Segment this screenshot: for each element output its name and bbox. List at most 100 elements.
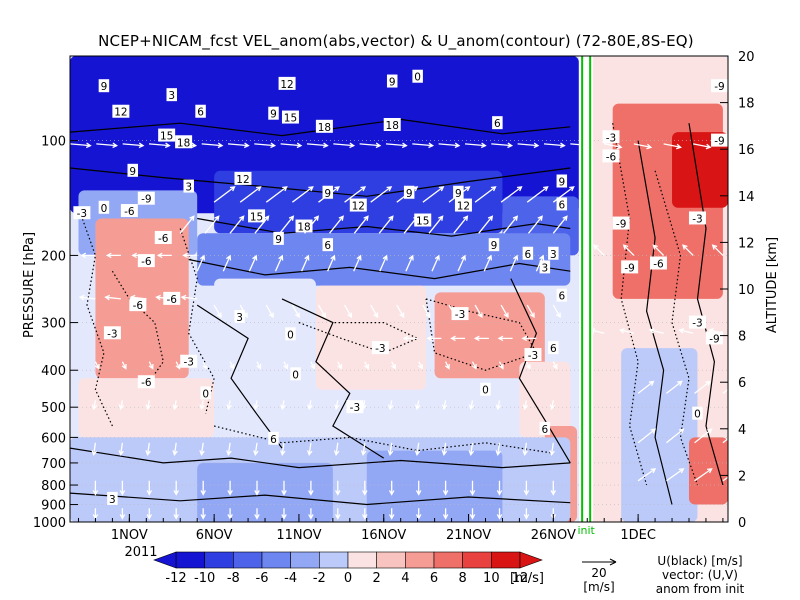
vector-arrow-12-5 (227, 508, 233, 520)
y2-tick-label-0: 0 (738, 516, 746, 531)
vector-reference: 20 [m/s] (582, 558, 617, 594)
vector-arrow-16-2 (694, 380, 711, 394)
vector-arrow-10-1 (118, 442, 124, 457)
contour-label-box-6 (281, 110, 299, 124)
vector-arrow-14-3 (682, 244, 694, 256)
colorbar-tick-2: -8 (227, 571, 240, 586)
vector-arrow-12-2 (146, 508, 153, 520)
vector-arrow-9-8 (307, 400, 313, 411)
vector-arrow-16-3 (722, 388, 728, 394)
colorbar-tick-12: 12 (512, 571, 529, 586)
vector-arrow-10-8 (306, 442, 313, 457)
contour-label-46: -3 (375, 343, 385, 355)
contour-label-36: -6 (158, 233, 169, 245)
contour-label-box-33 (73, 206, 91, 220)
contour-label-box-39 (129, 298, 147, 312)
anomaly-region-8 (315, 285, 427, 390)
vector-arrow-0-9 (306, 142, 329, 149)
vector-arrow-17-0 (637, 428, 657, 444)
vector-arrow-2-15 (552, 215, 568, 234)
vector-arrow-11-6 (254, 480, 260, 496)
vector-arrow-12-7 (281, 508, 287, 520)
vector-arrow-3-5 (327, 254, 336, 272)
vector-arrow-10-5 (226, 442, 232, 457)
vector-arrow-2-6 (328, 215, 344, 234)
y-axis-label: PRESSURE [hPa] (22, 232, 37, 338)
contour-label-box-16 (234, 171, 252, 185)
y-axis-altitude: 0 2 4 6 8 10 12 14 16 18 20 (720, 50, 755, 531)
contour-label-42: -3 (183, 357, 193, 369)
vector-arrow-2-10 (428, 215, 444, 234)
vector-arrow-13-2 (663, 143, 682, 150)
contour-label-33: -3 (77, 208, 87, 220)
vector-arrow-4-0 (80, 252, 96, 259)
vector-arrow-1-1 (239, 186, 262, 203)
colorbar-low-arrow (153, 551, 177, 569)
vector-arrow-10-11 (387, 442, 394, 457)
contour-line-15 (612, 123, 648, 486)
contour-label-box-63 (688, 211, 706, 225)
contour-label-box-14 (127, 163, 138, 177)
contour-label-box-37 (137, 254, 155, 268)
vector-arrow-14-1 (622, 244, 635, 256)
vector-arrow-10-4 (199, 442, 205, 457)
y2-tick-label-18: 18 (738, 97, 755, 112)
contour-label-45: 0 (287, 329, 294, 341)
contour-label-box-45 (285, 327, 296, 341)
contour-label-box-32 (137, 191, 155, 205)
contour-label-box-43 (200, 386, 211, 400)
vector-arrow-2-4 (279, 215, 295, 234)
contour-label-31: 3 (550, 249, 557, 261)
vector-arrow-12-16 (523, 508, 530, 520)
vector-arrow-7-4 (497, 335, 513, 342)
contour-label-box-31 (548, 246, 559, 260)
init-label: init (577, 524, 595, 537)
colorbar-tick-10: 8 (459, 571, 467, 586)
contour-label-9: 18 (386, 120, 399, 132)
vector-arrow-15-3 (678, 328, 694, 334)
colorbar-tick-0: -12 (165, 571, 186, 586)
contour-label-box-20 (454, 198, 472, 212)
vector-arrow-6-8 (422, 304, 431, 319)
contour-line-9 (77, 207, 113, 427)
contour-label-37: -6 (141, 256, 152, 268)
vector-arrow-0-11 (359, 142, 382, 149)
x-tick-label-3: 16NOV (361, 528, 406, 543)
vector-arrow-16-0 (637, 380, 655, 394)
vector-arrow-8-8 (310, 361, 316, 370)
contour-label-59: -6 (606, 151, 617, 163)
contour-label-38: -6 (167, 294, 178, 306)
vector-arrow-0-2 (122, 142, 145, 149)
vector-arrow-18-3 (722, 476, 728, 482)
contour-label-66: 0 (694, 409, 701, 421)
vector-arrow-0-17 (517, 142, 540, 149)
vector-arrow-10-16 (522, 442, 528, 457)
vector-arrow-6-0 (213, 304, 222, 319)
vector-arrow-18-0 (637, 468, 657, 482)
contour-label-32: -9 (141, 194, 151, 206)
vector-arrow-6-2 (265, 304, 274, 319)
contour-label-23: 18 (297, 222, 310, 234)
vector-arrow-11-14 (469, 480, 476, 496)
contour-label-box-46 (371, 341, 389, 355)
contour-label-box-49 (451, 307, 469, 321)
contour-label-26: 6 (558, 199, 565, 211)
contour-label-box-60 (612, 216, 630, 230)
contour-label-box-65 (705, 331, 723, 345)
contour-label-box-17 (322, 185, 334, 199)
y2-tick-label-16: 16 (738, 143, 755, 158)
vector-arrow-0-15 (464, 142, 487, 149)
contour-label-box-21 (453, 185, 464, 199)
vector-arrow-3-8 (405, 254, 414, 272)
vector-arrow-6-11 (500, 304, 509, 319)
colorbar-high-arrow (519, 551, 543, 569)
contour-label-40: -3 (107, 328, 117, 340)
vector-arrow-5-0 (78, 294, 96, 301)
contour-label-box-30 (522, 246, 534, 260)
colorbar-segment-2 (233, 551, 263, 569)
contour-label-box-4 (268, 106, 279, 120)
contour-line-5 (281, 298, 385, 459)
vector-arrow-8-13 (444, 361, 450, 370)
contour-label-box-23 (295, 219, 313, 233)
contour-label-box-22 (248, 209, 266, 223)
